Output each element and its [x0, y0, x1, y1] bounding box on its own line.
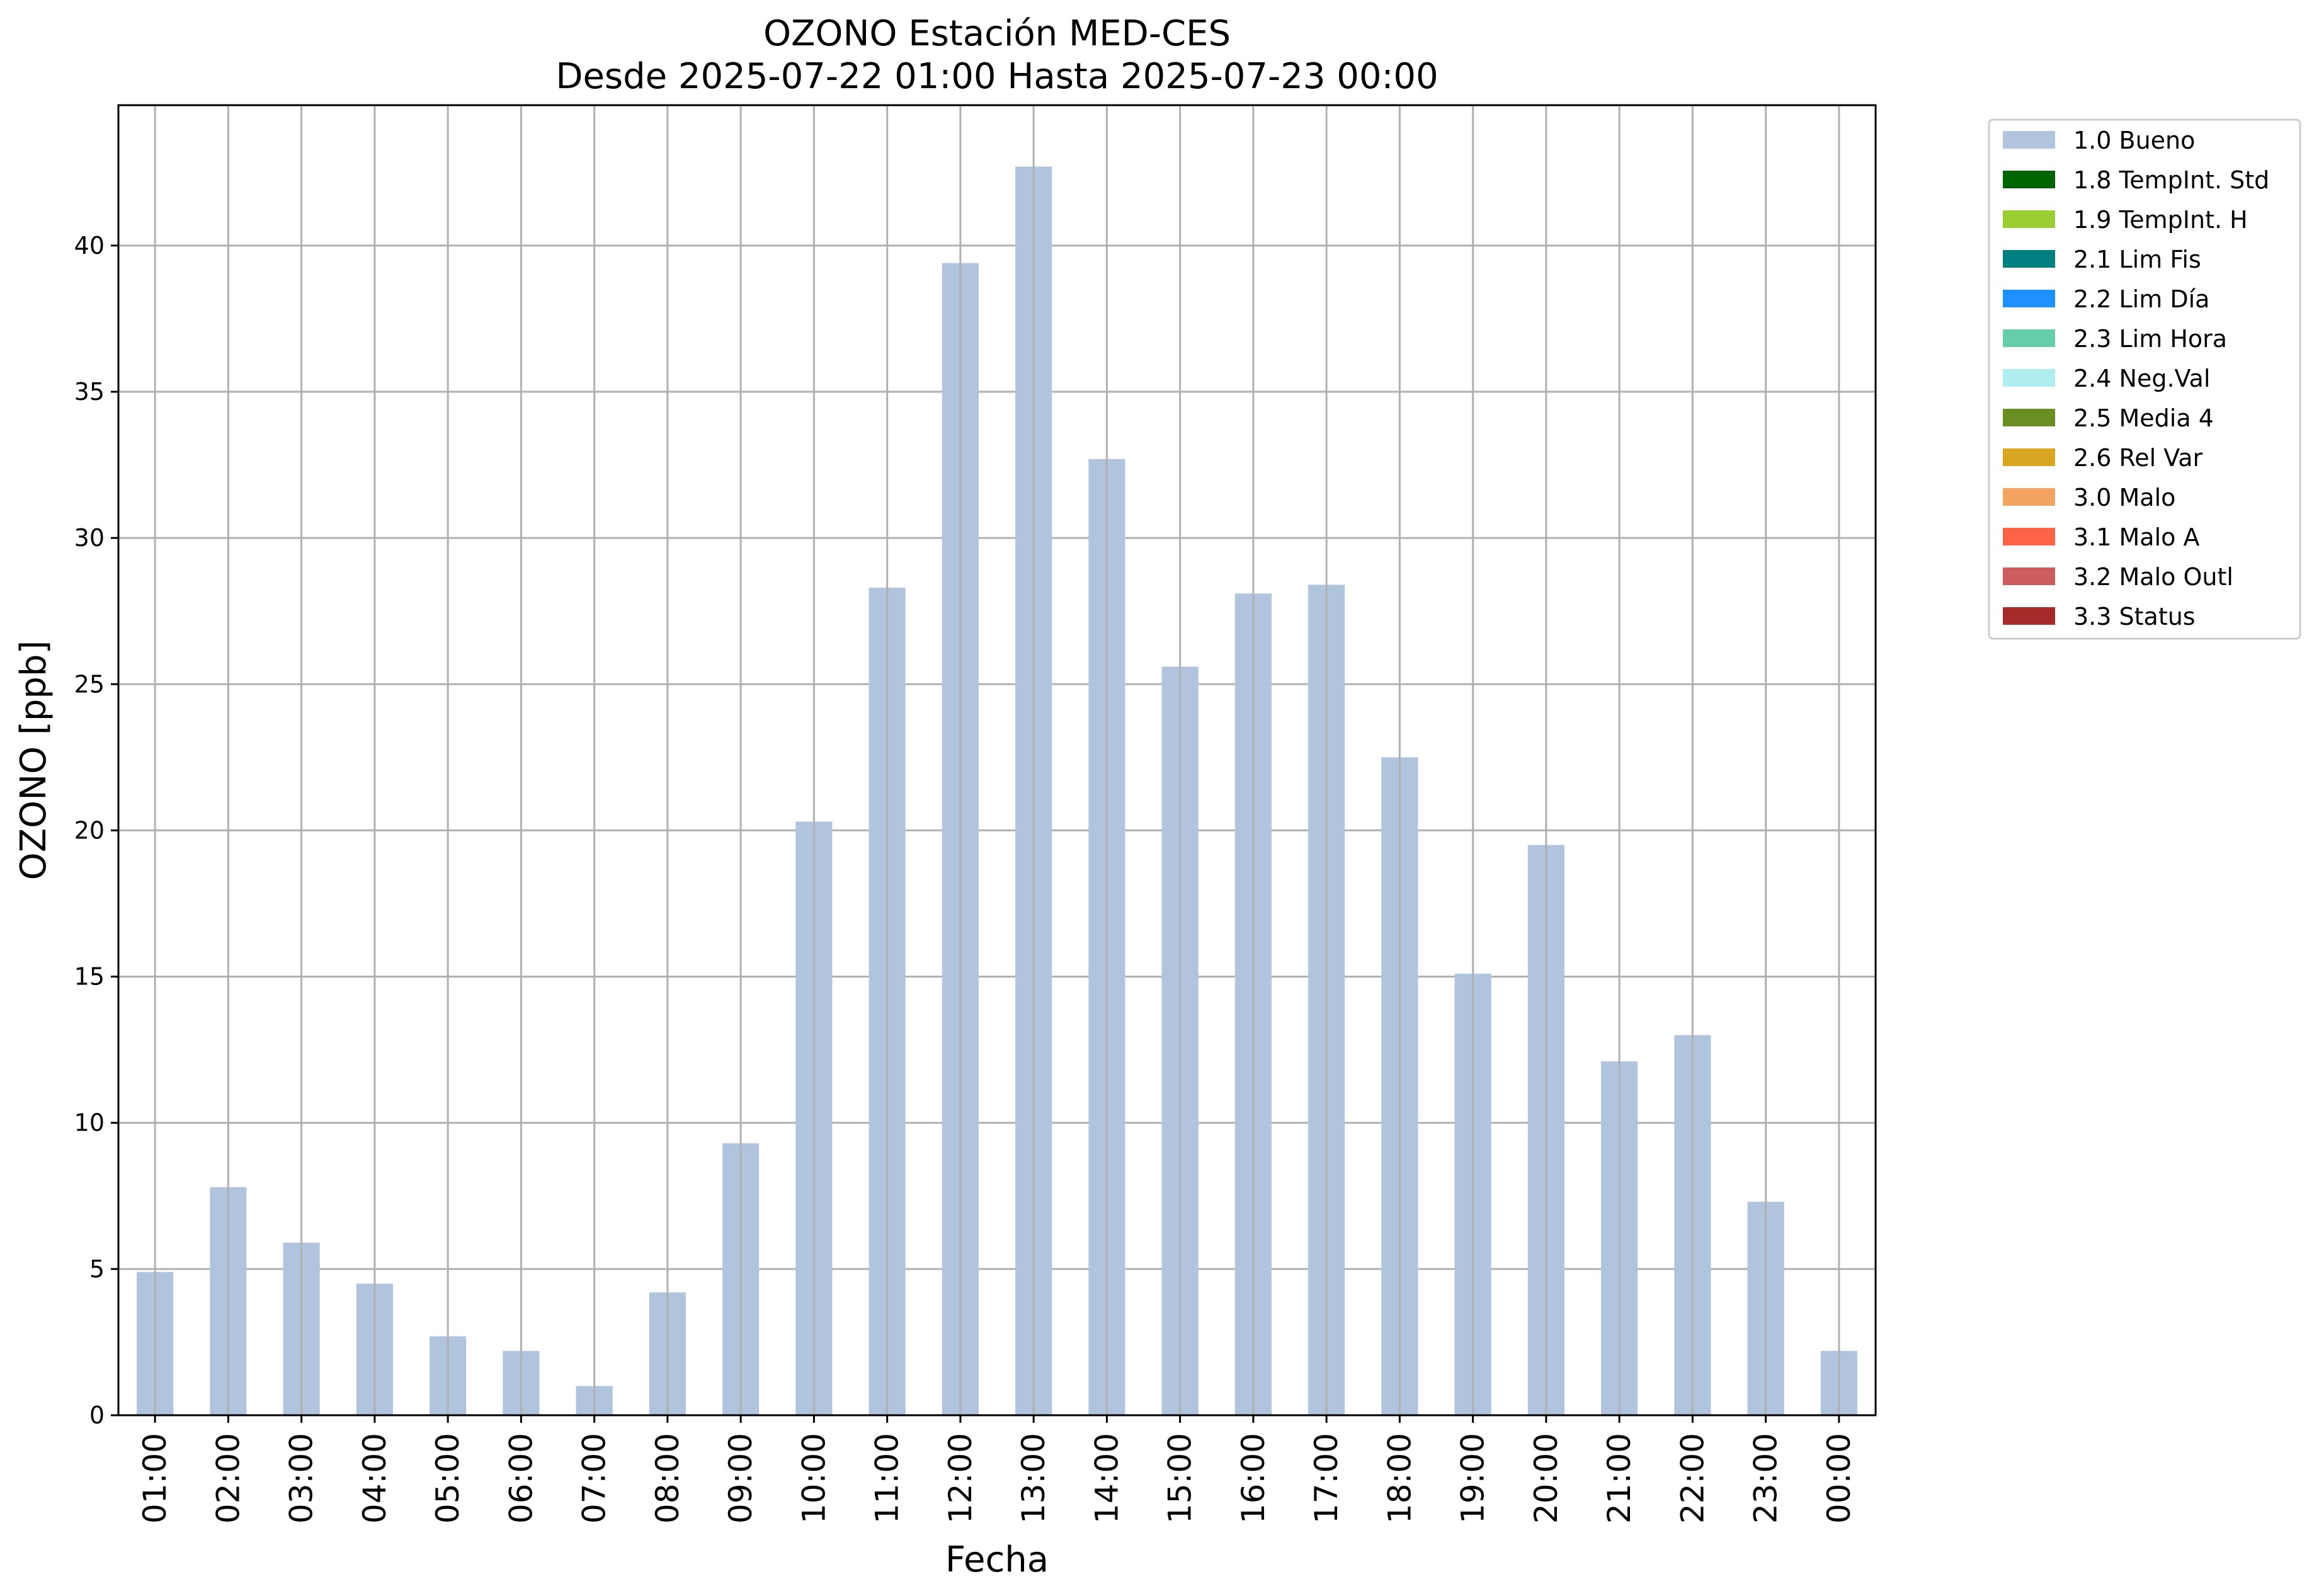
y-tick-label: 40 [74, 232, 105, 259]
legend-box [1988, 118, 2301, 640]
x-tick-label: 07:00 [576, 1433, 613, 1524]
x-tick-label: 04:00 [356, 1433, 393, 1524]
y-tick-label: 25 [74, 670, 105, 698]
legend-swatch [2003, 250, 2055, 268]
y-tick-label: 0 [89, 1401, 105, 1429]
x-tick-label: 20:00 [1528, 1433, 1564, 1524]
legend-swatch [2003, 171, 2055, 188]
legend-label: 2.6 Rel Var [2073, 444, 2203, 472]
legend-swatch [2003, 448, 2055, 466]
x-tick-label: 13:00 [1015, 1433, 1052, 1524]
y-tick-label: 35 [74, 378, 105, 406]
x-tick-label: 09:00 [722, 1433, 759, 1524]
legend-swatch [2003, 528, 2055, 545]
legend: 1.0 Bueno 1.8 TempInt. Std 1.9 TempInt. H 2… [1988, 118, 2301, 640]
legend-label: 2.2 Lim Día [2073, 285, 2209, 313]
legend-label: 2.4 Neg.Val [2073, 365, 2210, 392]
legend-swatch [2003, 210, 2055, 228]
legend-label: 2.5 Media 4 [2073, 404, 2214, 432]
chart-title: OZONO Estación MED-CES [763, 13, 1231, 54]
x-tick-label: 06:00 [503, 1433, 539, 1524]
x-tick-label: 12:00 [942, 1433, 979, 1524]
legend-swatch [2003, 290, 2055, 307]
legend-label: 1.0 Bueno [2073, 127, 2195, 154]
legend-swatch [2003, 329, 2055, 347]
legend-label: 3.3 Status [2073, 603, 2196, 630]
x-tick-label: 05:00 [430, 1433, 466, 1524]
y-axis-ticks: 0 5 10 15 20 25 30 35 40 [74, 232, 118, 1429]
plot-frame [117, 104, 1877, 1416]
legend-swatch [2003, 369, 2055, 387]
legend-label: 3.2 Malo Outl [2073, 563, 2233, 591]
y-tick-label: 5 [89, 1255, 105, 1283]
bars [137, 105, 1857, 1416]
x-tick-label: 23:00 [1748, 1433, 1784, 1524]
x-tick-label: 14:00 [1088, 1433, 1125, 1524]
x-axis-ticks: 01:00 02:00 03:00 04:00 05:00 06:00 07:00 08:00… [137, 1415, 1857, 1524]
x-tick-label: 01:00 [137, 1433, 173, 1524]
x-axis-label: Fecha [945, 1539, 1049, 1580]
x-tick-label: 22:00 [1674, 1433, 1711, 1524]
legend-label: 1.9 TempInt. H [2073, 206, 2248, 234]
legend-label: 1.8 TempInt. Std [2073, 166, 2269, 194]
y-tick-label: 10 [74, 1109, 105, 1137]
chart-subtitle: Desde 2025-07-22 01:00 Hasta 2025-07-23 … [556, 56, 1438, 97]
x-tick-label: 19:00 [1455, 1433, 1491, 1524]
legend-swatch [2003, 409, 2055, 426]
legend-label: 2.3 Lim Hora [2073, 325, 2227, 353]
y-tick-label: 30 [74, 524, 105, 552]
x-tick-label: 15:00 [1162, 1433, 1199, 1524]
x-tick-label: 21:00 [1601, 1433, 1638, 1524]
legend-label: 3.1 Malo A [2073, 523, 2199, 551]
x-tick-label: 03:00 [283, 1433, 320, 1524]
x-tick-label: 16:00 [1235, 1433, 1272, 1524]
x-tick-label: 17:00 [1308, 1433, 1345, 1524]
y-tick-label: 20 [74, 816, 105, 844]
legend-label: 3.0 Malo [2073, 484, 2175, 511]
grid [118, 244, 1876, 1416]
x-tick-label: 08:00 [649, 1433, 686, 1524]
x-tick-label: 00:00 [1821, 1433, 1857, 1524]
legend-swatch [2003, 131, 2055, 149]
y-tick-label: 15 [74, 963, 105, 991]
x-tick-label: 11:00 [869, 1433, 906, 1524]
legend-swatch [2003, 607, 2055, 625]
x-tick-label: 02:00 [210, 1433, 246, 1524]
legend-swatch [2003, 488, 2055, 506]
y-axis-label: OZONO [ppb] [13, 641, 54, 881]
x-tick-label: 10:00 [795, 1433, 832, 1524]
legend-swatch [2003, 567, 2055, 585]
x-tick-label: 18:00 [1381, 1433, 1418, 1524]
legend-label: 2.1 Lim Fis [2073, 246, 2201, 273]
